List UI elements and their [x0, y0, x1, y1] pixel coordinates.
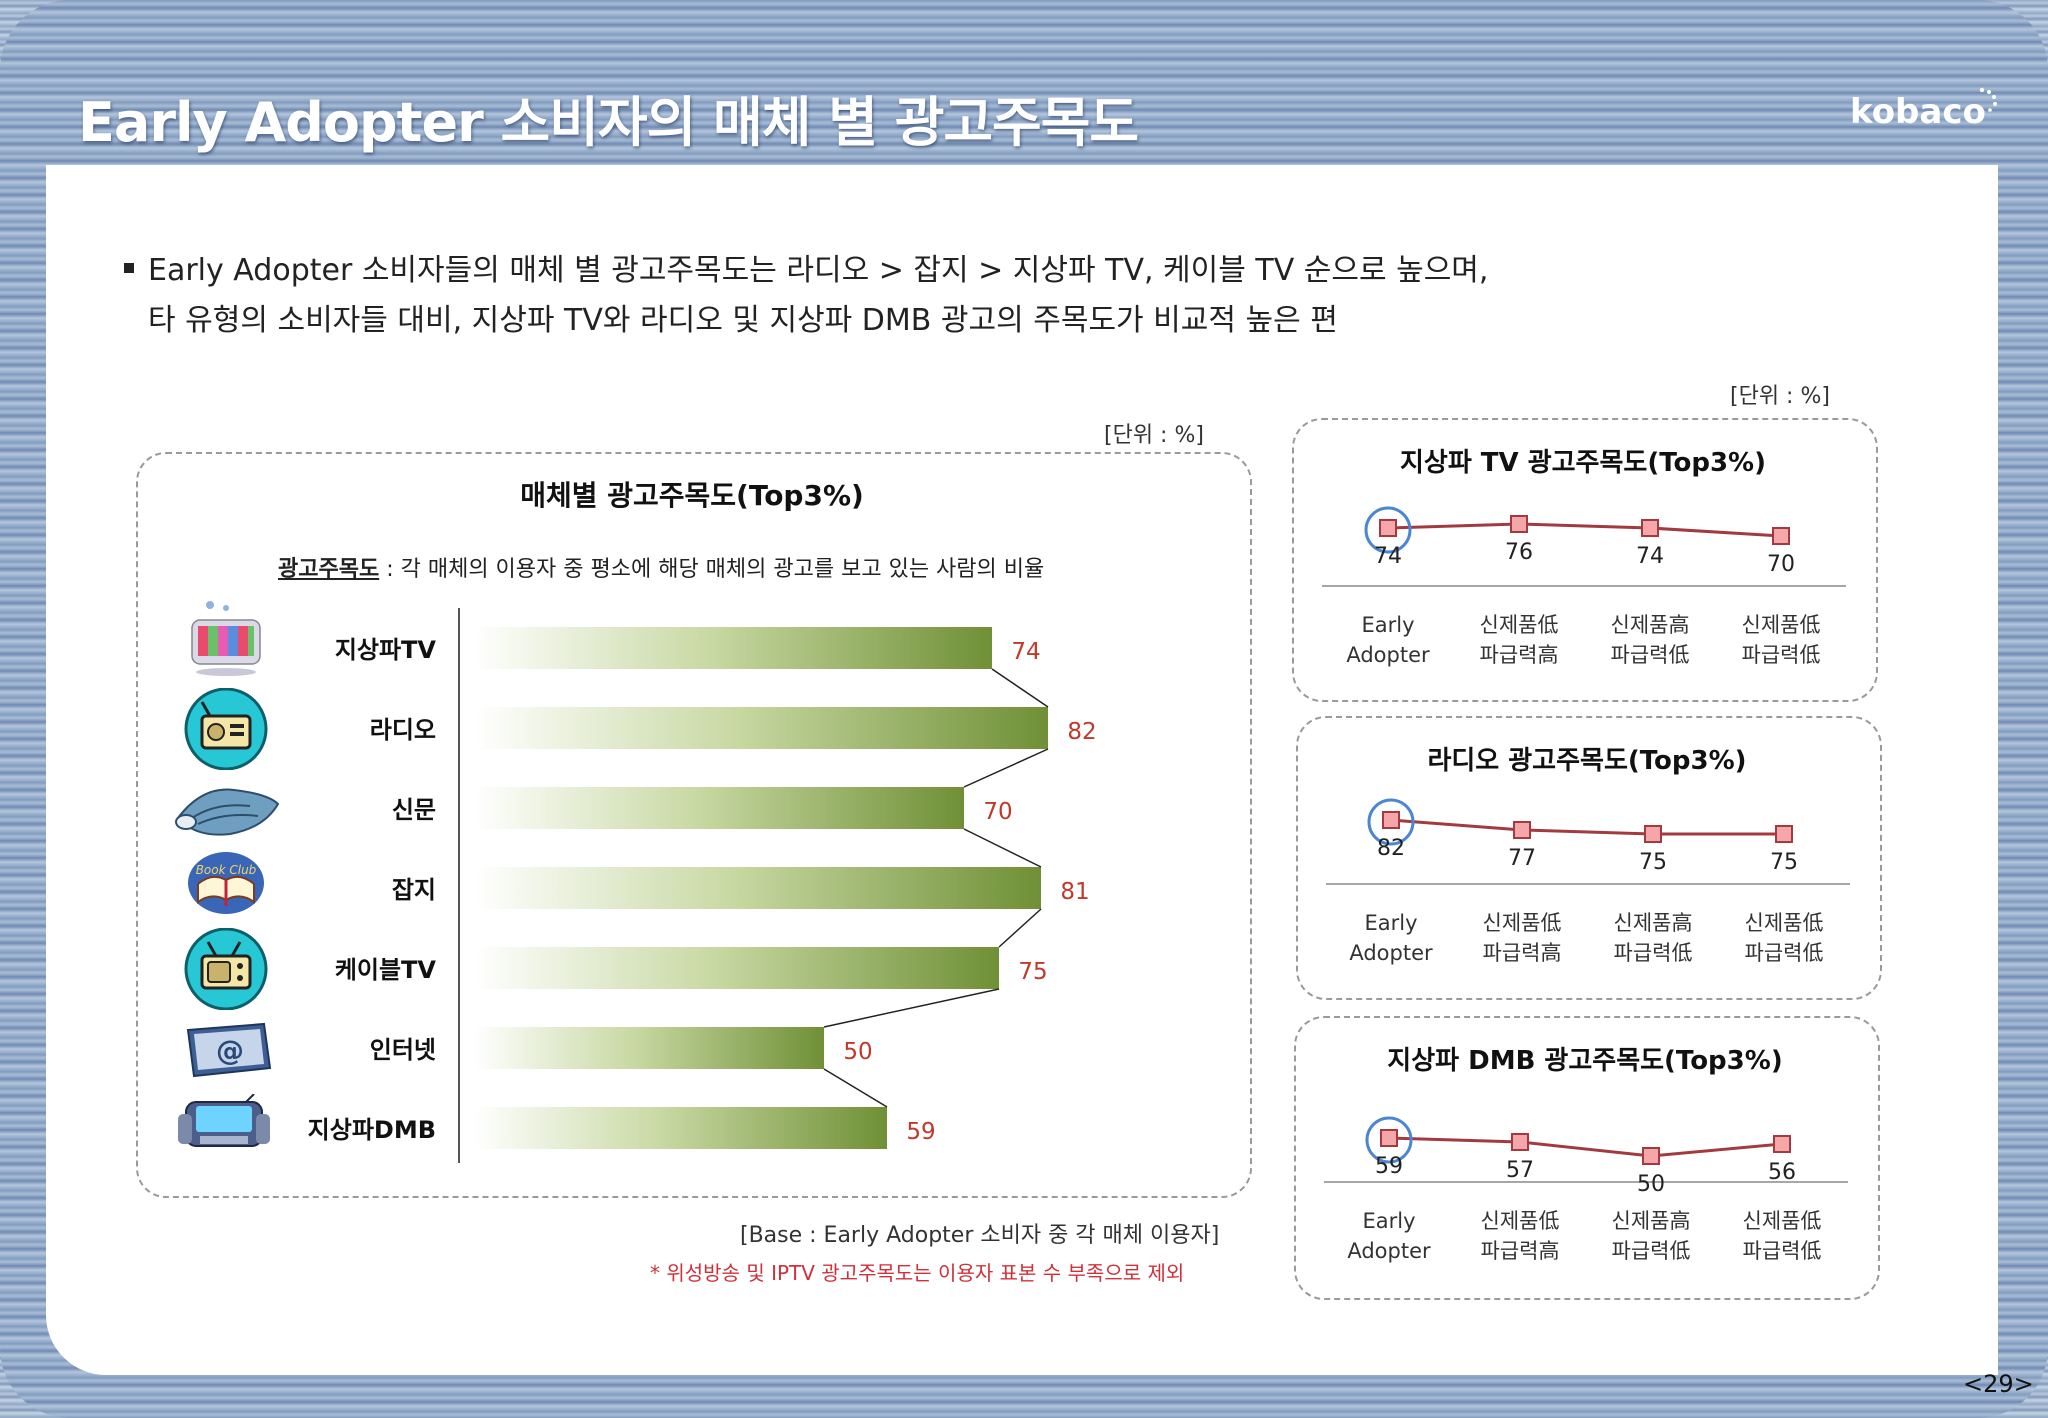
side-chart-unit: [단위 : %] [1730, 384, 1830, 409]
dmb-icon [178, 1094, 270, 1147]
summary-line-1: Early Adopter 소비자들의 매체 별 광고주목도는 라디오 > 잡지… [148, 253, 1489, 288]
line-chart-panel-radio [1296, 716, 1882, 1000]
line-chart-title-radio: 라디오 광고주목도(Top3%) [1427, 746, 1747, 776]
svg-text:Book Club: Book Club [196, 863, 257, 877]
definition-term: 광고주목도 [278, 557, 380, 582]
summary-line-2: 타 유형의 소비자들 대비, 지상파 TV와 라디오 및 지상파 DMB 광고의… [148, 303, 1338, 338]
line-category-label: Early Adopter [1349, 911, 1433, 965]
bar-category-label: 라디오 [369, 716, 436, 744]
bar-category-label: 지상파DMB [307, 1116, 436, 1144]
line-category-label: 신제품低 파급력高 [1480, 1209, 1560, 1263]
tv-icon [191, 601, 261, 676]
internet-icon: @ [186, 1022, 272, 1078]
line-category-label: 신제품低 파급력低 [1741, 613, 1821, 667]
newspaper-icon [175, 788, 280, 836]
line-category-label: 신제품高 파급력低 [1613, 911, 1693, 965]
page-title: Early Adopter 소비자의 매체 별 광고주목도 [78, 91, 1139, 154]
main-chart-title: 매체별 광고주목도(Top3%) [520, 479, 864, 512]
kobaco-logo: kobaco [1850, 92, 1986, 132]
line-value-label: 70 [1767, 552, 1795, 577]
definition-body: : 각 매체의 이용자 중 평소에 해당 매체의 광고를 보고 있는 사람의 비… [379, 557, 1045, 582]
line-category-label: 신제품高 파급력低 [1610, 613, 1690, 667]
logo-dots-icon [1979, 87, 1997, 114]
bar-category-label: 인터넷 [369, 1036, 436, 1064]
page-number: <29> [1963, 1370, 2034, 1398]
exclusion-note: * 위성방송 및 IPTV 광고주목도는 이용자 표본 수 부족으로 제외 [650, 1261, 1185, 1285]
line-value-label: 74 [1636, 544, 1664, 569]
main-chart-unit: [단위 : %] [1104, 423, 1204, 448]
summary-text: Early Adopter 소비자들의 매체 별 광고주목도는 라디오 > 잡지… [124, 246, 1488, 346]
line-category-label: Early Adopter [1347, 1209, 1431, 1263]
bar-category-label: 케이블TV [334, 956, 436, 984]
bar-category-label: 잡지 [391, 876, 436, 904]
line-category-label: 신제품低 파급력高 [1482, 911, 1562, 965]
line-value-label: 74 [1374, 544, 1402, 569]
line-value-label: 59 [1375, 1154, 1403, 1179]
definition-text: 광고주목도 : 각 매체의 이용자 중 평소에 해당 매체의 광고를 보고 있는… [278, 551, 1044, 583]
line-value-label: 75 [1639, 850, 1667, 875]
bar-chart-axis [458, 608, 460, 1163]
line-value-label: 50 [1637, 1172, 1665, 1197]
svg-text:@: @ [216, 1034, 244, 1067]
bullet-icon [124, 262, 134, 273]
line-value-label: 82 [1377, 836, 1405, 861]
line-value-label: 56 [1768, 1160, 1796, 1185]
line-value-label: 57 [1506, 1158, 1534, 1183]
base-note: [Base : Early Adopter 소비자 중 각 매체 이용자] [740, 1223, 1220, 1248]
line-chart-title-tv: 지상파 TV 광고주목도(Top3%) [1400, 448, 1766, 478]
bar-category-label: 지상파TV [334, 636, 436, 664]
line-value-label: 75 [1770, 850, 1798, 875]
line-category-label: Early Adopter [1346, 613, 1430, 667]
magazine-icon: Book Club [188, 852, 264, 914]
line-category-label: 신제품低 파급력低 [1742, 1209, 1822, 1263]
bar-category-label: 신문 [391, 796, 436, 824]
line-category-label: 신제품高 파급력低 [1611, 1209, 1691, 1263]
line-chart-panel-tv [1292, 418, 1878, 702]
line-category-label: 신제품低 파급력低 [1744, 911, 1824, 965]
line-value-label: 76 [1505, 540, 1533, 565]
line-value-label: 77 [1508, 846, 1536, 871]
radio-icon [184, 688, 268, 770]
line-chart-title-dmb: 지상파 DMB 광고주목도(Top3%) [1387, 1046, 1783, 1076]
line-category-label: 신제품低 파급력高 [1479, 613, 1559, 667]
cable-tv-icon [184, 928, 268, 1010]
